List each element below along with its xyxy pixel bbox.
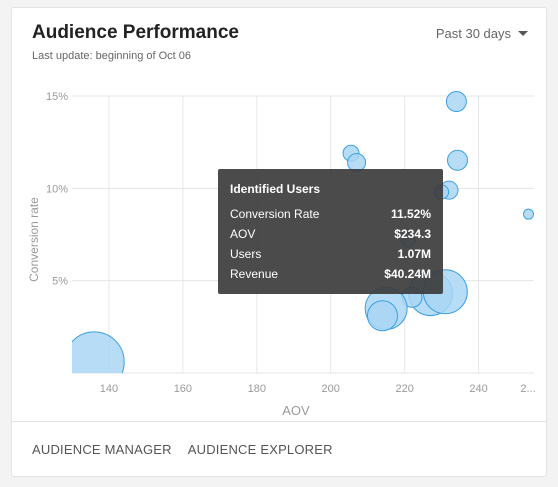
x-tick-label: 220 [395,383,413,395]
tooltip-row-revenue: Revenue $40.24M [230,267,431,287]
data-bubble [72,331,125,373]
date-range-dropdown[interactable]: Past 30 days [436,26,528,41]
audience-manager-link[interactable]: AUDIENCE MANAGER [32,441,172,457]
tooltip-title: Identified Users [230,182,321,196]
tooltip-label: AOV [230,227,256,241]
tooltip-row-users: Users 1.07M [230,247,431,267]
x-axis-title: AOV [282,403,310,418]
data-bubble [446,149,468,171]
y-tick-label: 10% [46,183,68,195]
tooltip-label: Users [230,247,262,261]
y-tick-label: 15% [46,91,68,103]
audience-performance-card: Audience Performance Last update: beginn… [11,7,547,477]
y-axis-title: Conversion rate [27,197,41,282]
y-tick-label: 5% [52,276,68,288]
tooltip-value: 1.07M [397,247,431,261]
last-update-text: Last update: beginning of Oct 06 [32,50,192,62]
tooltip-label: Conversion Rate [230,207,320,221]
tooltip-label: Revenue [230,267,279,281]
data-bubble [366,300,398,332]
date-range-label: Past 30 days [435,26,511,41]
x-tick-label: 140 [100,383,118,395]
tooltip-value: 11.52% [390,207,431,221]
tooltip-row-conversion: Conversion Rate 11.52% [230,207,431,227]
x-tick-label: 160 [174,383,192,395]
x-tick-label: 240 [469,383,487,395]
x-tick-label: 180 [248,383,266,395]
card-footer: AUDIENCE MANAGER AUDIENCE EXPLORER [12,421,546,476]
card-title: Audience Performance [32,22,239,43]
data-bubble [522,208,534,220]
audience-explorer-link[interactable]: AUDIENCE EXPLORER [187,441,333,457]
tooltip-row-aov: AOV $234.3 [230,227,431,247]
data-bubble [445,91,467,113]
caret-down-icon [518,31,528,36]
x-tick-label: 2... [520,383,535,395]
chart-tooltip: Identified Users Conversion Rate 11.52% … [218,169,443,294]
tooltip-value: $40.24M [384,267,431,281]
x-tick-label: 200 [322,383,340,395]
tooltip-value: $234.3 [394,227,431,241]
